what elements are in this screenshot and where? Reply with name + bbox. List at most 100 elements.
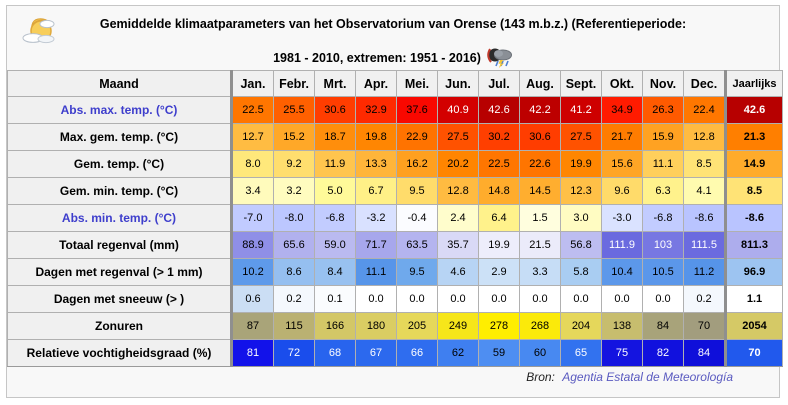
data-cell: -3.0 (601, 204, 643, 232)
data-cell: -3.2 (355, 204, 397, 232)
data-cell: 63.5 (396, 231, 438, 259)
row-label: Relatieve vochtigheidsgraad (%) (7, 339, 233, 367)
data-cell: 84 (683, 339, 726, 367)
data-cell: 9.5 (396, 177, 438, 205)
data-cell: 249 (437, 312, 479, 340)
data-cell: 27.5 (560, 123, 602, 151)
data-cell: 22.9 (396, 123, 438, 151)
annual-cell: 2054 (724, 312, 783, 340)
data-cell: 30.6 (314, 96, 356, 124)
data-cell: 3.4 (231, 177, 274, 205)
table-row: Relatieve vochtigheidsgraad (%) 81 72 68 67 6… (7, 339, 783, 367)
data-cell: 0.6 (231, 285, 274, 313)
data-cell: 88.9 (231, 231, 274, 259)
annual-cell: -8.6 (724, 204, 783, 232)
data-cell: 75 (601, 339, 643, 367)
data-cell: 21.5 (519, 231, 561, 259)
row-label: Max. gem. temp. (°C) (7, 123, 233, 151)
row-label: Gem. min. temp. (°C) (7, 177, 233, 205)
data-cell: 18.7 (314, 123, 356, 151)
annual-cell: 811.3 (724, 231, 783, 259)
data-cell: 42.2 (519, 96, 561, 124)
row-label: Dagen met regenval (> 1 mm) (7, 258, 233, 286)
table-row: Zonuren 87 115 166 180 205 249 278 268 204 138 84 70… (7, 312, 783, 340)
data-cell: 9.2 (273, 150, 315, 178)
month-header: Febr. (273, 70, 315, 97)
data-cell: 103 (642, 231, 684, 259)
data-cell: 20.2 (437, 150, 479, 178)
data-cell: 22.6 (519, 150, 561, 178)
data-cell: 138 (601, 312, 643, 340)
data-cell: 0.0 (560, 285, 602, 313)
data-cell: 205 (396, 312, 438, 340)
data-cell: 13.3 (355, 150, 397, 178)
column-header-row: Maand Jan. Febr. Mrt. Apr. Mei. Jun. Jul. Aug. Se… (7, 70, 783, 97)
table-row: Abs. min. temp. (°C) -7.0 -8.0 -6.8 -3.2 -0.4… (7, 204, 783, 232)
data-cell: 0.1 (314, 285, 356, 313)
data-cell: 19.9 (560, 150, 602, 178)
climate-table: Maand Jan. Febr. Mrt. Apr. Mei. Jun. Jul. Aug. Se… (7, 70, 783, 367)
source-row: Bron: Agentia Estatal de Meteorología (7, 367, 779, 388)
data-cell: 3.2 (273, 177, 315, 205)
month-header: Okt. (601, 70, 643, 97)
data-cell: 42.6 (478, 96, 520, 124)
annual-cell: 96.9 (724, 258, 783, 286)
data-cell: 22.4 (683, 96, 726, 124)
data-cell: 27.5 (437, 123, 479, 151)
data-cell: 278 (478, 312, 520, 340)
data-cell: 166 (314, 312, 356, 340)
data-cell: 6.3 (642, 177, 684, 205)
data-cell: 14.8 (478, 177, 520, 205)
data-cell: 59 (478, 339, 520, 367)
data-cell: 59.0 (314, 231, 356, 259)
table-title-band: Gemiddelde klimaatparameters van het Obs… (7, 6, 779, 70)
data-cell: 0.0 (437, 285, 479, 313)
data-cell: 15.9 (642, 123, 684, 151)
month-header: Mrt. (314, 70, 356, 97)
data-cell: 26.3 (642, 96, 684, 124)
data-cell: 111.9 (601, 231, 643, 259)
table-row: Abs. max. temp. (°C) 22.5 25.5 30.6 32.9 37.6… (7, 96, 783, 124)
data-cell: 111.5 (683, 231, 726, 259)
table-row: Totaal regenval (mm) 88.9 65.6 59.0 71.7 63.5… (7, 231, 783, 259)
table-row: Max. gem. temp. (°C) 12.7 15.2 18.7 19.8 22.9… (7, 123, 783, 151)
data-cell: 12.8 (683, 123, 726, 151)
data-cell: 15.6 (601, 150, 643, 178)
data-cell: 11.2 (683, 258, 726, 286)
month-header: Nov. (642, 70, 684, 97)
data-cell: 11.9 (314, 150, 356, 178)
data-cell: 0.0 (478, 285, 520, 313)
data-cell: -7.0 (231, 204, 274, 232)
data-cell: 12.8 (437, 177, 479, 205)
annual-header: Jaarlijks (724, 70, 783, 97)
data-cell: 15.2 (273, 123, 315, 151)
source-link[interactable]: Agentia Estatal de Meteorología (562, 370, 733, 384)
data-cell: -8.0 (273, 204, 315, 232)
data-cell: 41.2 (560, 96, 602, 124)
data-cell: 3.0 (560, 204, 602, 232)
data-cell: 6.4 (478, 204, 520, 232)
data-cell: 5.8 (560, 258, 602, 286)
data-cell: 21.7 (601, 123, 643, 151)
data-cell: 180 (355, 312, 397, 340)
data-cell: 87 (231, 312, 274, 340)
data-cell: 4.6 (437, 258, 479, 286)
data-cell: 11.1 (642, 150, 684, 178)
data-cell: 68 (314, 339, 356, 367)
data-cell: 84 (642, 312, 684, 340)
data-cell: 22.5 (478, 150, 520, 178)
annual-cell: 42.6 (724, 96, 783, 124)
row-label: Abs. min. temp. (°C) (7, 204, 233, 232)
data-cell: 34.9 (601, 96, 643, 124)
data-cell: 115 (273, 312, 315, 340)
month-header: Aug. (519, 70, 561, 97)
data-cell: -6.8 (642, 204, 684, 232)
row-label: Gem. temp. (°C) (7, 150, 233, 178)
title-line-1: Gemiddelde klimaatparameters van het Obs… (99, 17, 687, 31)
data-cell: 8.6 (273, 258, 315, 286)
data-cell: 10.4 (601, 258, 643, 286)
data-cell: 8.0 (231, 150, 274, 178)
month-header: Jun. (437, 70, 479, 97)
data-cell: 25.5 (273, 96, 315, 124)
sun-behind-clouds-icon (19, 14, 61, 55)
